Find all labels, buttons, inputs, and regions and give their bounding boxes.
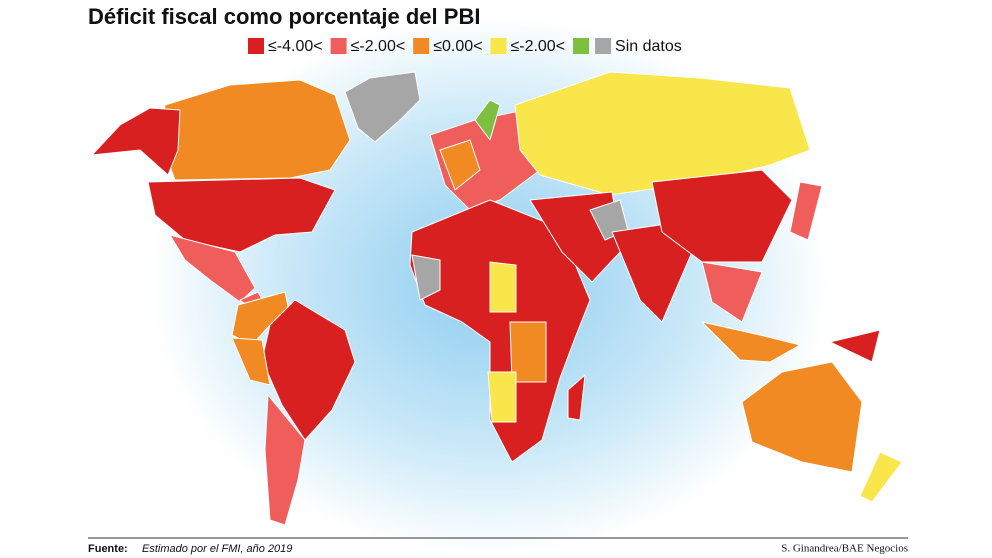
- mexico: [169, 234, 256, 303]
- chad: [489, 261, 517, 313]
- legend-swatch: [573, 38, 590, 54]
- africa-no-data: [411, 254, 441, 301]
- angola: [487, 371, 517, 423]
- source-label: Fuente:: [88, 543, 128, 555]
- legend-swatch: [595, 38, 612, 54]
- australia: [741, 361, 863, 473]
- credit: S. Ginandrea/BAE Negocios: [781, 543, 908, 555]
- madagascar: [567, 374, 586, 421]
- legend-swatch: [248, 38, 264, 54]
- world-map: [91, 71, 903, 526]
- alaska: [91, 107, 181, 176]
- central-africa: [509, 321, 547, 383]
- nordic: [474, 99, 501, 141]
- western-europe: [439, 139, 481, 191]
- japan: [789, 181, 823, 241]
- canada: [159, 79, 351, 181]
- papua: [829, 329, 881, 363]
- legend-label: ≤-2.00<: [510, 38, 565, 55]
- legend-label: ≤0.00<: [433, 38, 482, 55]
- source: Estimado por el FMI, año 2019: [142, 543, 292, 555]
- legend-swatch: [490, 38, 507, 54]
- legend-label: ≤-2.00<: [351, 38, 406, 55]
- legend-swatch: [413, 38, 430, 54]
- greenland: [344, 71, 421, 143]
- usa: [147, 177, 336, 253]
- legend-label: Sin datos: [615, 38, 682, 55]
- title: Déficit fiscal como porcentaje del PBI: [88, 4, 480, 29]
- russia-kazakhstan: [514, 71, 811, 196]
- indonesia: [701, 321, 801, 363]
- southeast-asia: [701, 261, 763, 323]
- new-zealand: [859, 451, 903, 503]
- peru: [231, 337, 271, 386]
- legend-swatch: [330, 38, 347, 54]
- china: [651, 169, 793, 263]
- legend: ≤-4.00< ≤-2.00< ≤0.00< ≤-2.00< Sin datos: [248, 38, 682, 55]
- argentina-chile: [264, 394, 306, 526]
- legend-label: ≤-4.00<: [268, 38, 323, 55]
